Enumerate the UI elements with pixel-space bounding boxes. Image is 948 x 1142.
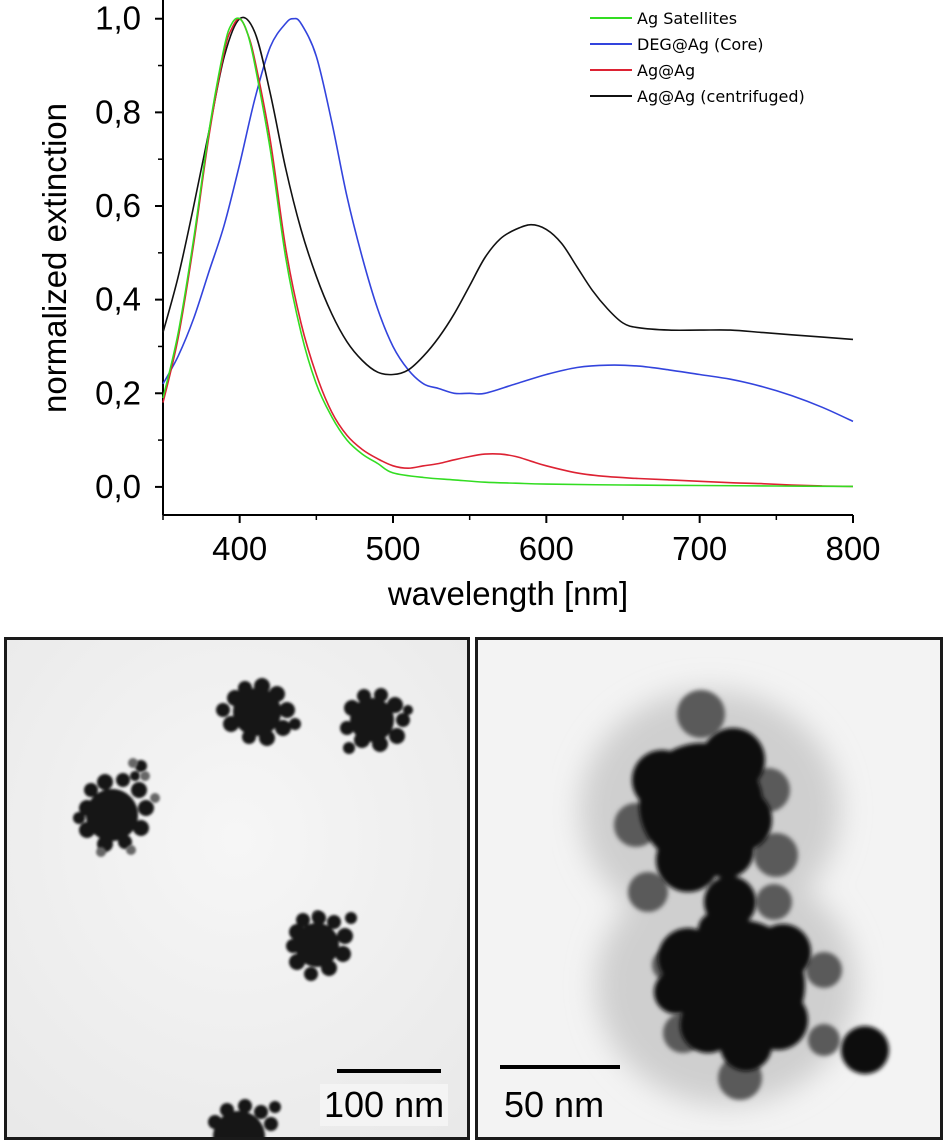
scale-bar-100nm	[337, 1069, 441, 1073]
scale-bar-label: 50 nm	[504, 1084, 605, 1125]
y-tick-label: 0,0	[95, 468, 141, 505]
y-axis-title: normalized extinction	[36, 103, 73, 413]
x-tick-label: 600	[519, 530, 574, 567]
scale-bar-label: 100 nm	[320, 1084, 449, 1126]
x-tick-label: 800	[825, 530, 880, 567]
x-tick-label: 400	[212, 530, 267, 567]
series-line-ag-ag	[162, 17, 854, 488]
legend-label: Ag Satellites	[637, 9, 737, 28]
ticks: 0,0 0,2 0,4 0,6 0,8 1,0 400 500 600 700 800	[95, 0, 880, 567]
series-line-ag-satellites	[162, 17, 854, 488]
y-tick-label: 0,8	[95, 93, 141, 130]
tem-image-right: 50 nm	[475, 637, 943, 1140]
scale-bar-50nm	[500, 1065, 620, 1069]
nanoparticle-closeup-image	[478, 640, 940, 1137]
series-line-ag-ag-centrifuged	[162, 16, 854, 376]
y-tick-label: 0,4	[95, 281, 141, 318]
x-tick-label: 500	[365, 530, 420, 567]
legend-label: Ag@Ag (centrifuged)	[637, 87, 805, 106]
series-line-deg-ag-core	[162, 17, 854, 423]
tem-image-left: 100 nm	[4, 637, 470, 1140]
extinction-chart: 0,0 0,2 0,4 0,6 0,8 1,0 400 500 600 700 800 Ag Sat…	[36, 0, 881, 612]
y-tick-label: 0,2	[95, 374, 141, 411]
series-layer	[162, 16, 854, 488]
x-axis-title: wavelength [nm]	[387, 575, 628, 612]
legend-label: DEG@Ag (Core)	[637, 35, 764, 54]
axes	[162, 0, 853, 516]
y-tick-label: 0,6	[95, 187, 141, 224]
legend-label: Ag@Ag	[637, 61, 695, 80]
y-tick-label: 1,0	[95, 0, 141, 37]
legend: Ag Satellites DEG@Ag (Core) Ag@Ag Ag@Ag (ce…	[590, 9, 805, 106]
x-tick-label: 700	[672, 530, 727, 567]
nanoparticle-clusters-image	[7, 640, 467, 1137]
